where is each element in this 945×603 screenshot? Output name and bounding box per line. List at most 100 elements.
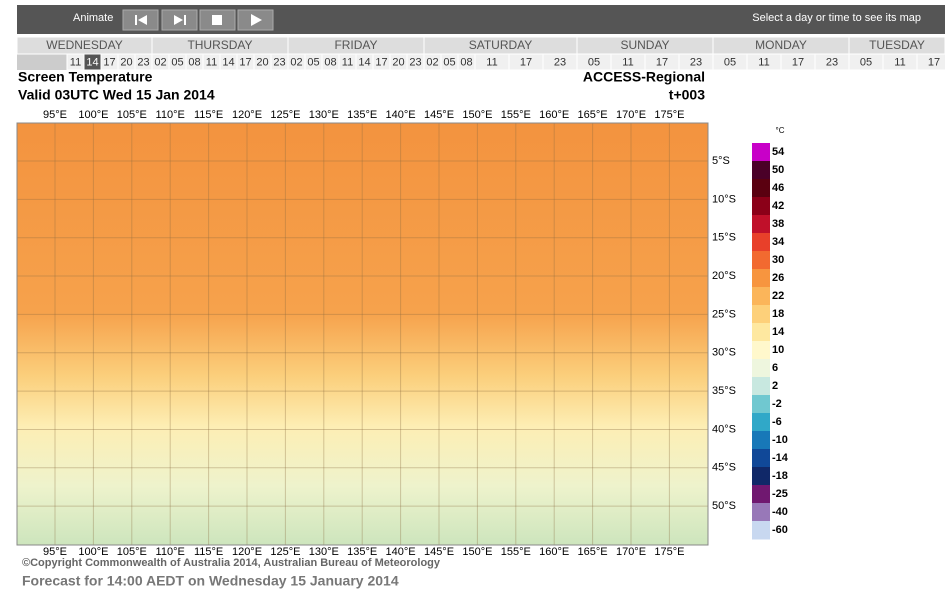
legend-swatch xyxy=(752,215,770,234)
legend-swatch xyxy=(752,377,770,396)
lon-label-top: 145°E xyxy=(424,109,454,121)
hour-label: 02 xyxy=(426,56,438,68)
hour-label: 23 xyxy=(690,56,702,68)
hour-label: 11 xyxy=(894,56,905,68)
legend-label: 6 xyxy=(772,362,778,374)
hour-label: 17 xyxy=(656,56,668,68)
legend-swatch xyxy=(752,467,770,486)
legend-swatch xyxy=(752,503,770,522)
hour-label: 17 xyxy=(520,56,532,68)
button-stop[interactable] xyxy=(199,9,236,31)
hour-label: 23 xyxy=(273,56,285,68)
hour-label: 14 xyxy=(86,56,98,68)
lat-label: 35°S xyxy=(712,385,736,397)
legend-unit: °C xyxy=(776,126,785,135)
legend-swatch xyxy=(752,251,770,270)
legend-swatch xyxy=(752,395,770,414)
forecast: Forecast for 14:00 AEDT on Wednesday 15 … xyxy=(22,573,399,589)
hour-label: 05 xyxy=(860,56,872,68)
legend-label: 54 xyxy=(772,146,785,158)
hour-label: 17 xyxy=(375,56,387,68)
day-label: TUESDAY xyxy=(869,38,925,52)
legend-swatch xyxy=(752,485,770,504)
lon-label-top: 110°E xyxy=(156,109,185,121)
lon-label-bottom: 100°E xyxy=(78,546,108,558)
lon-label-top: 140°E xyxy=(386,109,416,121)
legend-label: -60 xyxy=(772,524,788,536)
hour-label: 08 xyxy=(324,56,336,68)
lat-label: 25°S xyxy=(712,308,736,320)
legend-label: 46 xyxy=(772,182,784,194)
lon-label-bottom: 115°E xyxy=(194,546,223,558)
button-play[interactable] xyxy=(237,9,274,31)
button-first[interactable] xyxy=(122,9,159,31)
legend-swatch xyxy=(752,287,770,306)
hour-label: 14 xyxy=(222,56,234,68)
legend-label: 2 xyxy=(772,380,778,392)
legend-swatch xyxy=(752,233,770,252)
lon-label-bottom: 125°E xyxy=(270,546,300,558)
day-cell[interactable] xyxy=(848,36,945,55)
map-title: Screen Temperature xyxy=(18,69,153,85)
legend-swatch xyxy=(752,179,770,198)
hour-label: 17 xyxy=(239,56,251,68)
legend-label: -18 xyxy=(772,470,788,482)
hour-label: 11 xyxy=(486,56,497,68)
legend-swatch xyxy=(752,431,770,450)
lat-label: 15°S xyxy=(712,232,736,244)
lon-label-bottom: 150°E xyxy=(462,546,492,558)
day-label: FRIDAY xyxy=(334,38,377,52)
hour-label: 05 xyxy=(443,56,455,68)
hour-label: 14 xyxy=(358,56,370,68)
forecast-step: t+003 xyxy=(669,87,705,103)
day-label: THURSDAY xyxy=(187,38,252,52)
lon-label-top: 155°E xyxy=(501,109,531,121)
lon-label-top: 105°E xyxy=(117,109,147,121)
legend-swatch xyxy=(752,161,770,180)
legend-label: 22 xyxy=(772,290,784,302)
timeline-pad xyxy=(17,54,67,70)
hour-label: 08 xyxy=(460,56,472,68)
lon-label-top: 100°E xyxy=(78,109,108,121)
lon-label-top: 160°E xyxy=(539,109,569,121)
hour-label: 23 xyxy=(826,56,838,68)
valid-time: Valid 03UTC Wed 15 Jan 2014 xyxy=(18,87,215,103)
day-label: SATURDAY xyxy=(469,38,533,52)
legend-swatch xyxy=(752,305,770,324)
lon-label-top: 150°E xyxy=(462,109,492,121)
lon-label-bottom: 155°E xyxy=(501,546,531,558)
lon-label-top: 170°E xyxy=(616,109,646,121)
lon-label-bottom: 105°E xyxy=(117,546,147,558)
day-label: SUNDAY xyxy=(620,38,669,52)
lon-label-bottom: 170°E xyxy=(616,546,646,558)
lon-label-bottom: 95°E xyxy=(43,546,67,558)
legend-label: -10 xyxy=(772,434,788,446)
hour-label: 08 xyxy=(188,56,200,68)
legend-swatch xyxy=(752,413,770,432)
legend-label: -2 xyxy=(772,398,782,410)
lon-label-top: 115°E xyxy=(194,109,223,121)
map-frame xyxy=(16,122,709,546)
legend-label: 18 xyxy=(772,308,784,320)
lon-label-bottom: 145°E xyxy=(424,546,454,558)
hour-label: 20 xyxy=(256,56,268,68)
hour-label: 23 xyxy=(554,56,566,68)
lon-label-bottom: 160°E xyxy=(539,546,569,558)
legend-label: 30 xyxy=(772,254,784,266)
legend-label: 14 xyxy=(772,326,785,338)
legend-label: 10 xyxy=(772,344,784,356)
lon-label-bottom: 120°E xyxy=(232,546,262,558)
lon-label-bottom: 140°E xyxy=(386,546,416,558)
day-label: WEDNESDAY xyxy=(46,38,122,52)
hour-label: 11 xyxy=(206,56,217,68)
hour-label: 23 xyxy=(137,56,149,68)
lon-label-top: 135°E xyxy=(347,109,377,121)
legend-label: 26 xyxy=(772,272,784,284)
button-step[interactable] xyxy=(161,9,198,31)
legend-label: -25 xyxy=(772,488,788,500)
lon-label-top: 175°E xyxy=(654,109,684,121)
lon-label-top: 120°E xyxy=(232,109,262,121)
hour-label: 23 xyxy=(409,56,421,68)
lat-label: 30°S xyxy=(712,347,736,359)
